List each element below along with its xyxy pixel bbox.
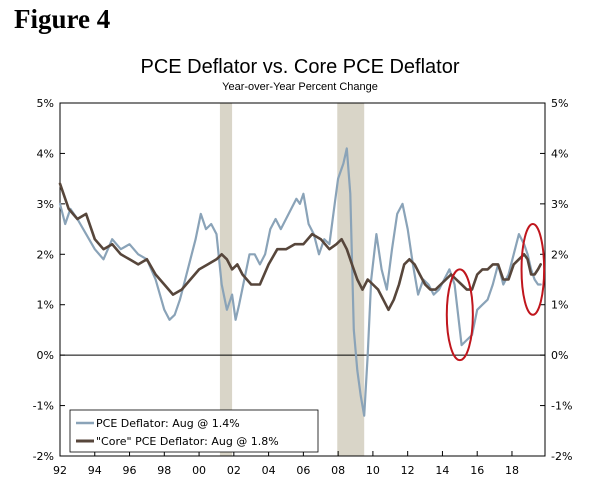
x-tick-label: 96 <box>123 464 137 477</box>
legend-box <box>69 409 319 453</box>
x-tick-label: 18 <box>505 464 519 477</box>
figure-label: Figure 4 <box>14 4 111 34</box>
y-tick-label-left: 4% <box>37 147 54 160</box>
series-line-pce <box>58 147 542 417</box>
y-tick-label-left: 2% <box>37 248 54 261</box>
chart-title: PCE Deflator vs. Core PCE Deflator <box>140 56 460 78</box>
y-tick-label-left: 0% <box>37 349 54 362</box>
x-tick-label: 12 <box>401 464 415 477</box>
highlight-ellipses <box>445 223 546 362</box>
y-tick-label-right: 5% <box>551 97 568 110</box>
y-tick-label-left: 5% <box>37 97 54 110</box>
y-tick-label-left: -1% <box>33 400 54 413</box>
highlight-ellipse-1 <box>445 268 474 362</box>
chart-subtitle: Year-over-Year Percent Change <box>222 81 378 93</box>
x-tick-label: 14 <box>435 464 449 477</box>
y-tick-label-right: 4% <box>551 147 568 160</box>
y-tick-label-right: -1% <box>551 400 572 413</box>
x-tick-label: 08 <box>331 464 345 477</box>
x-tick-label: 02 <box>227 464 241 477</box>
axis-ticks: 5% 5%4% 4%3% 3%2% 2%1% 1%0% 0%-1% -1%-2% -2%92 94… <box>33 97 573 477</box>
x-tick-label: 10 <box>366 464 380 477</box>
y-tick-label-right: -2% <box>551 450 572 463</box>
y-tick-label-left: -2% <box>33 450 54 463</box>
x-tick-label: 04 <box>262 464 276 477</box>
x-tick-label: 06 <box>296 464 310 477</box>
x-tick-label: 00 <box>192 464 206 477</box>
highlight-ellipse-2 <box>520 223 546 316</box>
x-tick-label: 16 <box>470 464 484 477</box>
series-layer <box>58 147 543 417</box>
y-tick-label-right: 0% <box>551 349 568 362</box>
y-tick-label-left: 1% <box>37 299 54 312</box>
recession-band-2 <box>337 103 365 456</box>
recession-bands <box>219 103 365 456</box>
plot-area <box>59 102 546 457</box>
legend-label-core-pce: "Core" PCE Deflator: Aug @ 1.8% <box>96 435 279 448</box>
y-tick-label-right: 3% <box>551 198 568 211</box>
legend-label-pce: PCE Deflator: Aug @ 1.4% <box>96 417 240 430</box>
x-tick-label: 92 <box>53 464 67 477</box>
series-line-core-pce <box>58 182 543 312</box>
y-tick-label-left: 3% <box>37 198 54 211</box>
recession-band-1 <box>219 103 233 456</box>
y-tick-label-right: 2% <box>551 248 568 261</box>
x-tick-label: 98 <box>157 464 171 477</box>
legend: PCE Deflator: Aug @ 1.4% "Core" PCE Defl… <box>69 409 319 453</box>
x-tick-label: 94 <box>88 464 102 477</box>
y-tick-label-right: 1% <box>551 299 568 312</box>
